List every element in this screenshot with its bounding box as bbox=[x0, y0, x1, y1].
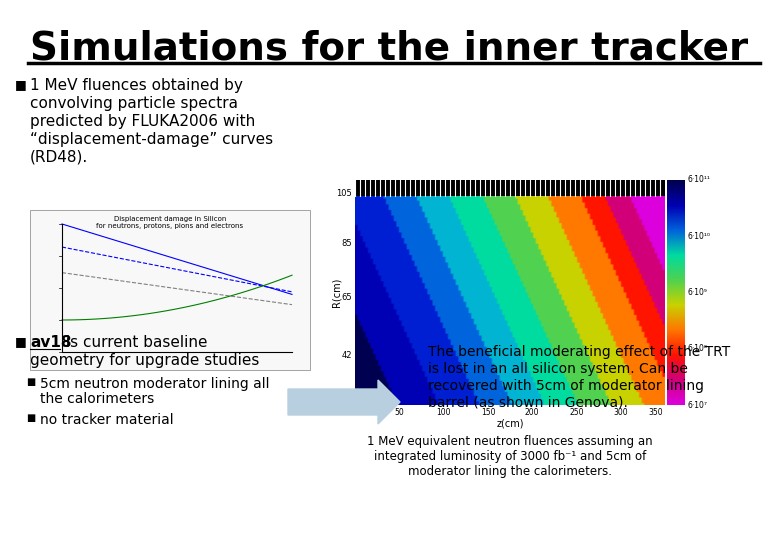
Text: ■: ■ bbox=[15, 78, 27, 91]
Text: “displacement-damage” curves: “displacement-damage” curves bbox=[30, 132, 273, 147]
Text: 6·10⁷: 6·10⁷ bbox=[687, 401, 707, 409]
Text: 6·10¹⁰: 6·10¹⁰ bbox=[687, 232, 710, 241]
Text: 6·10⁹: 6·10⁹ bbox=[687, 288, 707, 297]
Text: 250: 250 bbox=[569, 408, 583, 417]
Text: 0: 0 bbox=[353, 408, 357, 417]
Bar bbox=[355, 180, 665, 196]
Text: is lost in an all silicon system. Can be: is lost in an all silicon system. Can be bbox=[428, 362, 688, 376]
Text: ■: ■ bbox=[15, 335, 27, 348]
Text: z(cm): z(cm) bbox=[496, 419, 523, 429]
Text: convolving particle spectra: convolving particle spectra bbox=[30, 96, 238, 111]
Text: 150: 150 bbox=[480, 408, 495, 417]
Text: R(cm): R(cm) bbox=[332, 278, 342, 307]
Text: geometry for upgrade studies: geometry for upgrade studies bbox=[30, 353, 260, 368]
Text: no tracker material: no tracker material bbox=[40, 413, 174, 427]
Text: 300: 300 bbox=[613, 408, 628, 417]
Text: 6·10¹¹: 6·10¹¹ bbox=[687, 176, 710, 185]
Text: The beneficial moderating effect of the TRT: The beneficial moderating effect of the … bbox=[428, 345, 730, 359]
Text: 85: 85 bbox=[342, 239, 352, 247]
Text: 65: 65 bbox=[342, 293, 352, 301]
Text: 25: 25 bbox=[342, 389, 352, 399]
Text: 1 MeV equivalent neutron fluences assuming an
integrated luminosity of 3000 fb⁻¹: 1 MeV equivalent neutron fluences assumi… bbox=[367, 435, 653, 478]
Text: Displacement damage in Silicon: Displacement damage in Silicon bbox=[114, 216, 226, 222]
Text: 100: 100 bbox=[437, 408, 451, 417]
Text: (RD48).: (RD48). bbox=[30, 150, 88, 165]
Text: av18: av18 bbox=[30, 335, 72, 350]
Text: the calorimeters: the calorimeters bbox=[40, 392, 154, 406]
Text: ■: ■ bbox=[26, 377, 35, 387]
Text: 1 MeV fluences obtained by: 1 MeV fluences obtained by bbox=[30, 78, 243, 93]
Text: 6·10⁸: 6·10⁸ bbox=[687, 345, 707, 353]
Text: Simulations for the inner tracker: Simulations for the inner tracker bbox=[30, 30, 748, 68]
Text: 200: 200 bbox=[525, 408, 539, 417]
Text: is current baseline: is current baseline bbox=[61, 335, 207, 350]
Text: 42: 42 bbox=[342, 351, 352, 360]
FancyArrow shape bbox=[288, 380, 400, 424]
FancyBboxPatch shape bbox=[30, 210, 310, 370]
Text: 5cm neutron moderator lining all: 5cm neutron moderator lining all bbox=[40, 377, 270, 391]
Text: 50: 50 bbox=[395, 408, 404, 417]
Text: ■: ■ bbox=[26, 413, 35, 423]
Text: 105: 105 bbox=[336, 189, 352, 198]
Text: barrel (as shown in Genova).: barrel (as shown in Genova). bbox=[428, 396, 628, 410]
Text: recovered with 5cm of moderator lining: recovered with 5cm of moderator lining bbox=[428, 379, 704, 393]
Text: for neutrons, protons, pions and electrons: for neutrons, protons, pions and electro… bbox=[97, 223, 243, 229]
Text: 350: 350 bbox=[648, 408, 663, 417]
Text: predicted by FLUKA2006 with: predicted by FLUKA2006 with bbox=[30, 114, 255, 129]
